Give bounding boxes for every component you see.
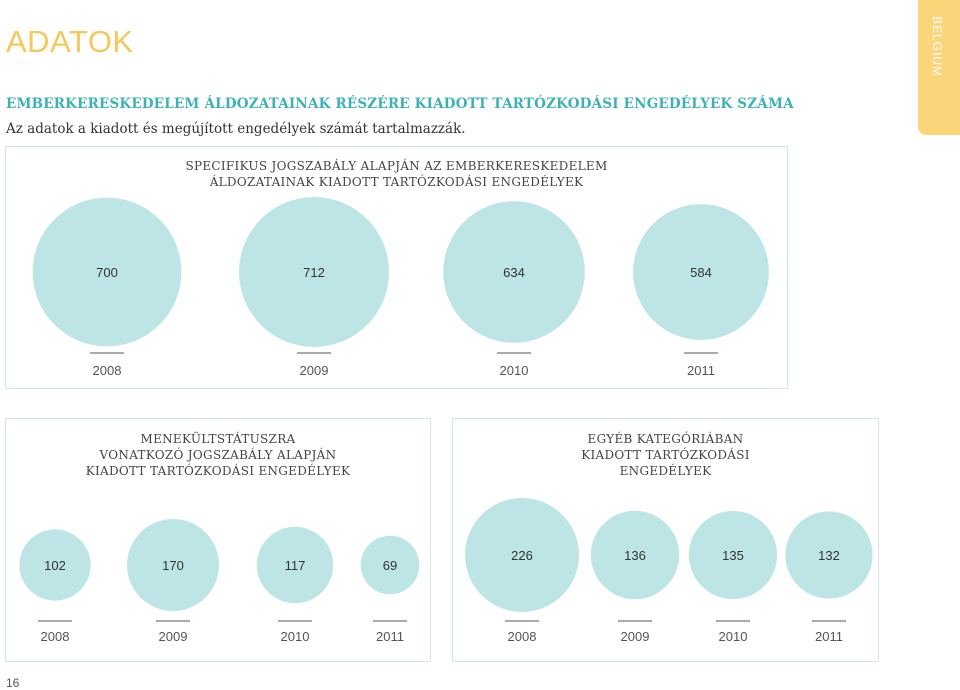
panel-title: SPECIFIKUS JOGSZABÁLY ALAPJÁN AZ EMBERKE… — [6, 158, 787, 190]
bubble-2008 — [465, 498, 579, 612]
year-label: 2008 — [508, 629, 537, 644]
bubble-value-label: 69 — [383, 558, 397, 573]
bubble-2009 — [239, 197, 389, 347]
bubble-value-label: 170 — [162, 558, 184, 573]
bubble-value-label: 700 — [96, 265, 118, 280]
bubble-2011 — [633, 204, 769, 340]
bubble-2008 — [32, 197, 182, 347]
bubble-2008 — [19, 529, 91, 601]
bubble-value-label: 712 — [303, 265, 325, 280]
year-label: 2011 — [815, 629, 843, 644]
year-label: 2010 — [500, 363, 529, 378]
year-label: 2009 — [621, 629, 650, 644]
country-tab[interactable]: BELGIUM — [918, 0, 960, 135]
year-label: 2008 — [41, 629, 70, 644]
bubble-chart-other: 226 2008 136 2009 135 2010 132 2011 — [465, 498, 873, 644]
year-label: 2010 — [281, 629, 310, 644]
bubble-value-label: 117 — [285, 558, 306, 573]
page-title: ADATOK — [6, 24, 134, 59]
bubble-2010 — [688, 510, 778, 600]
panel-title-line: EGYÉB KATEGÓRIÁBAN — [587, 432, 744, 446]
country-tab-label: BELGIUM — [930, 16, 944, 78]
panel-title-line: VONATKOZÓ JOGSZABÁLY ALAPJÁN — [99, 448, 337, 462]
panel-title: EGYÉB KATEGÓRIÁBAN KIADOTT TARTÓZKODÁSI … — [453, 431, 878, 479]
year-label: 2011 — [687, 363, 715, 378]
bubble-2010 — [443, 201, 585, 343]
section-subtitle: EMBERKERESKEDELEM ÁLDOZATAINAK RÉSZÉRE K… — [6, 96, 794, 112]
panel-title-line: SPECIFIKUS JOGSZABÁLY ALAPJÁN AZ EMBERKE… — [185, 159, 608, 173]
bubble-2010 — [256, 526, 334, 604]
panel-title-line: KIADOTT TARTÓZKODÁSI ENGEDÉLYEK — [85, 464, 351, 478]
bubble-value-label: 226 — [511, 548, 533, 563]
panel-title-line: ENGEDÉLYEK — [619, 464, 712, 478]
bubble-value-label: 136 — [624, 548, 646, 563]
panel-refugee-status: MENEKÜLTSTÁTUSZRA VONATKOZÓ JOGSZABÁLY A… — [5, 418, 431, 662]
bubble-chart-refugee: 102 2008 170 2009 117 2010 69 2011 — [19, 519, 420, 644]
bubble-2009 — [590, 510, 680, 600]
panel-other-category: EGYÉB KATEGÓRIÁBAN KIADOTT TARTÓZKODÁSI … — [452, 418, 879, 662]
bubble-value-label: 584 — [690, 265, 712, 280]
panel-specific-legislation: SPECIFIKUS JOGSZABÁLY ALAPJÁN AZ EMBERKE… — [5, 146, 788, 389]
year-label: 2011 — [376, 629, 404, 644]
bubble-chart-specific: 700 2008 712 2009 634 2010 584 2011 — [32, 197, 769, 378]
bubble-value-label: 102 — [44, 558, 66, 573]
panel-title-line: KIADOTT TARTÓZKODÁSI — [581, 448, 750, 462]
bubble-value-label: 634 — [503, 265, 525, 280]
bubble-2009 — [127, 519, 219, 611]
bubble-2011 — [360, 535, 420, 595]
panel-title-line: MENEKÜLTSTÁTUSZRA — [140, 432, 296, 446]
section-description: Az adatok a kiadott és megújított engedé… — [6, 121, 466, 137]
bubble-value-label: 132 — [818, 548, 840, 563]
bubble-2011 — [785, 511, 873, 599]
page-number: 16 — [6, 676, 20, 690]
year-label: 2008 — [93, 363, 122, 378]
year-label: 2009 — [159, 629, 188, 644]
year-label: 2010 — [719, 629, 748, 644]
panel-title-line: ÁLDOZATAINAK KIADOTT TARTÓZKODÁSI ENGEDÉ… — [209, 175, 584, 189]
bubble-value-label: 135 — [722, 548, 744, 563]
panel-title: MENEKÜLTSTÁTUSZRA VONATKOZÓ JOGSZABÁLY A… — [6, 431, 430, 479]
year-label: 2009 — [300, 363, 329, 378]
